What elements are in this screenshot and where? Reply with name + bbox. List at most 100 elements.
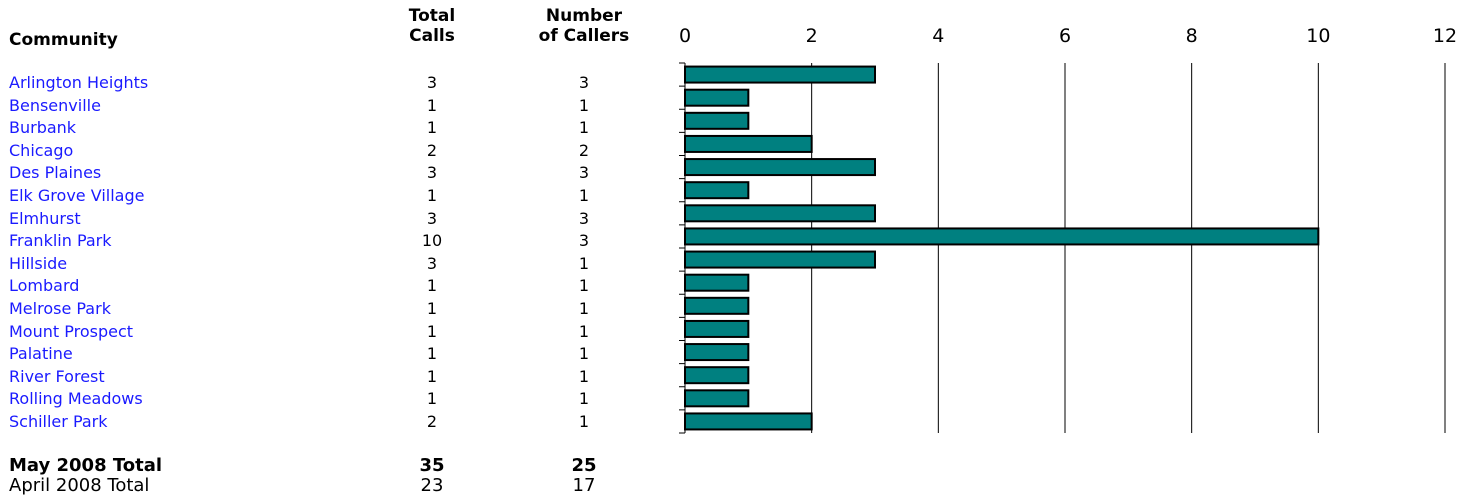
total-calls-cell: 1 — [426, 299, 438, 318]
total-calls-cell: 1 — [426, 389, 438, 409]
table-row: Des Plaines 3 3 — [0, 162, 660, 184]
bar — [684, 111, 750, 130]
header-total-calls: Total Calls — [385, 6, 479, 46]
total-calls-cell: 10 — [421, 231, 443, 251]
total-calls-cell: 1 — [426, 366, 438, 386]
table-row: River Forest 1 1 — [0, 366, 660, 388]
current-total-callers: 25 — [571, 455, 597, 476]
bar — [684, 134, 813, 153]
table-row: Palatine 1 1 — [0, 343, 660, 365]
total-calls-cell: 1 — [426, 186, 438, 205]
number-of-callers-cell: 1 — [578, 186, 590, 205]
total-calls-cell: 1 — [426, 321, 438, 341]
table-row: Lombard 1 1 — [0, 275, 660, 297]
current-total-calls: 35 — [419, 455, 445, 476]
x-tick-label: 8 — [1186, 25, 1198, 47]
table-row: Mount Prospect 1 1 — [0, 321, 660, 343]
table-row: Elk Grove Village 1 1 — [0, 185, 660, 207]
number-of-callers-cell: 3 — [578, 208, 590, 228]
bar — [684, 250, 876, 269]
bar — [684, 158, 876, 177]
header-callers-line1: Number — [545, 6, 623, 26]
header-community: Community — [9, 30, 118, 50]
community-link[interactable]: Palatine — [9, 344, 73, 364]
number-of-callers-cell: 1 — [578, 299, 590, 318]
total-calls-cell: 1 — [426, 344, 438, 364]
total-calls-cell: 3 — [426, 253, 438, 273]
table-row: Franklin Park 10 3 — [0, 230, 660, 252]
previous-total-callers: 17 — [572, 475, 596, 496]
bar — [684, 412, 813, 431]
bar — [684, 343, 750, 362]
bar — [684, 227, 1320, 246]
total-calls-cell: 1 — [426, 118, 438, 138]
x-tick-label: 2 — [806, 25, 818, 47]
x-tick-label: 10 — [1306, 25, 1330, 47]
table-row: Elmhurst 3 3 — [0, 208, 660, 230]
number-of-callers-cell: 1 — [578, 412, 590, 431]
x-tick-label: 12 — [1433, 25, 1457, 47]
number-of-callers-cell: 3 — [578, 231, 590, 251]
x-tick-label: 6 — [1059, 25, 1071, 47]
number-of-callers-cell: 2 — [578, 140, 590, 160]
community-link[interactable]: Elmhurst — [9, 208, 81, 228]
number-of-callers-cell: 1 — [578, 344, 590, 364]
total-calls-cell: 3 — [426, 73, 438, 92]
total-calls-cell: 1 — [426, 95, 438, 115]
number-of-callers-cell: 3 — [578, 163, 590, 183]
community-link[interactable]: Lombard — [9, 276, 80, 296]
bar — [684, 181, 750, 200]
total-calls-cell: 2 — [426, 140, 438, 160]
bar — [684, 273, 750, 292]
bar — [684, 88, 750, 107]
community-link[interactable]: Bensenville — [9, 95, 101, 115]
header-total-calls-line1: Total — [408, 6, 456, 26]
community-link[interactable]: Chicago — [9, 140, 74, 160]
bar — [684, 366, 750, 385]
community-link[interactable]: Franklin Park — [9, 231, 112, 251]
header-callers-line2: of Callers — [538, 26, 630, 46]
table-row: Arlington Heights 3 3 — [0, 72, 660, 94]
header-number-of-callers: Number of Callers — [520, 6, 648, 46]
previous-total-calls: 23 — [420, 475, 444, 496]
table-row: Hillside 3 1 — [0, 253, 660, 275]
number-of-callers-cell: 1 — [578, 95, 590, 115]
bar — [684, 389, 750, 408]
table-row: Melrose Park 1 1 — [0, 298, 660, 320]
community-link[interactable]: Burbank — [9, 118, 77, 138]
community-link[interactable]: Melrose Park — [9, 299, 111, 318]
number-of-callers-cell: 1 — [578, 366, 590, 386]
x-tick-label: 0 — [679, 25, 691, 47]
number-of-callers-cell: 1 — [578, 118, 590, 138]
table-row: Rolling Meadows 1 1 — [0, 388, 660, 410]
total-calls-cell: 3 — [426, 208, 438, 228]
community-link[interactable]: Schiller Park — [9, 412, 108, 431]
table-row: Burbank 1 1 — [0, 117, 660, 139]
community-link[interactable]: Arlington Heights — [9, 73, 149, 92]
number-of-callers-cell: 1 — [578, 253, 590, 273]
header-total-calls-line2: Calls — [409, 26, 455, 46]
total-calls-cell: 2 — [426, 412, 438, 431]
x-tick-label: 4 — [932, 25, 944, 47]
number-of-callers-cell: 1 — [578, 276, 590, 296]
bar — [684, 296, 750, 315]
bar — [684, 65, 876, 84]
bar — [684, 204, 876, 223]
community-link[interactable]: Elk Grove Village — [9, 186, 145, 205]
current-total-label: May 2008 Total — [9, 455, 163, 476]
bar — [684, 319, 750, 338]
previous-total-label: April 2008 Total — [9, 475, 150, 496]
total-calls-cell: 1 — [426, 276, 438, 296]
total-calls-cell: 3 — [426, 163, 438, 183]
community-link[interactable]: River Forest — [9, 366, 105, 386]
number-of-callers-cell: 3 — [578, 73, 590, 92]
community-link[interactable]: Rolling Meadows — [9, 389, 143, 409]
community-link[interactable]: Hillside — [9, 253, 68, 273]
table-row: Schiller Park 2 1 — [0, 411, 660, 433]
community-link[interactable]: Mount Prospect — [9, 321, 134, 341]
community-link[interactable]: Des Plaines — [9, 163, 102, 183]
table-row: Chicago 2 2 — [0, 140, 660, 162]
number-of-callers-cell: 1 — [578, 321, 590, 341]
